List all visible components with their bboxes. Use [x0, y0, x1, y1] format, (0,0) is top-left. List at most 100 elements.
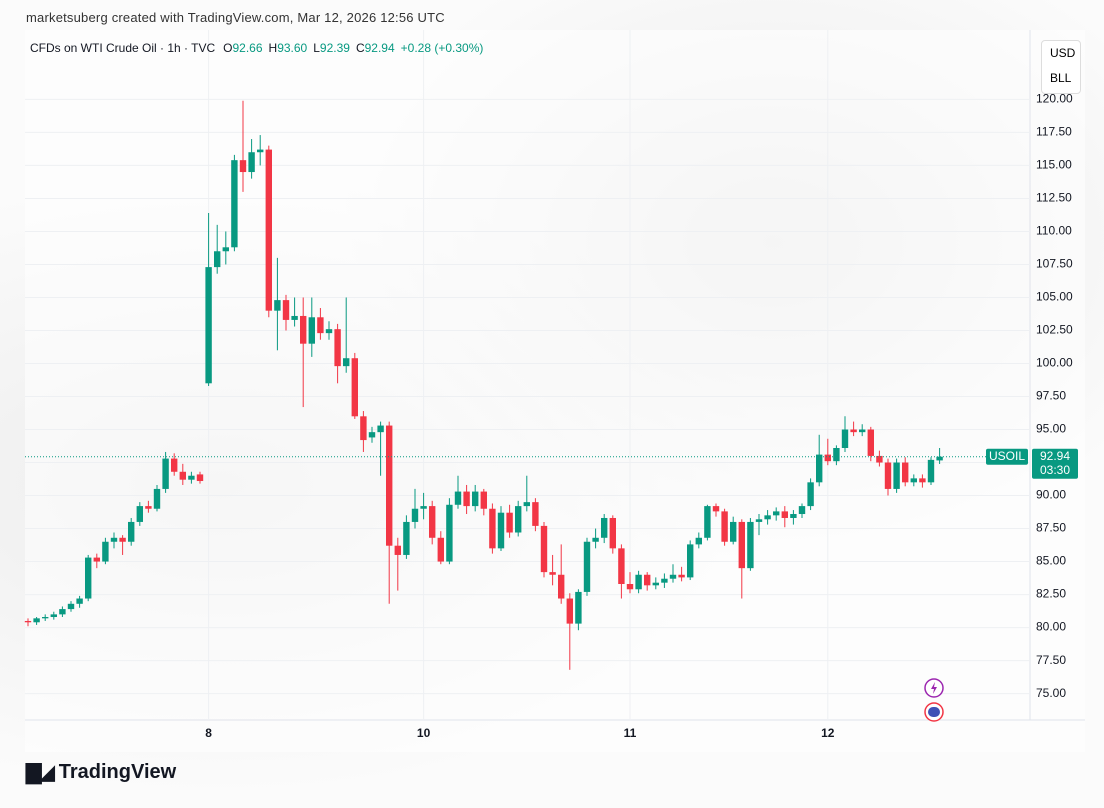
- candle-body: [153, 488, 161, 509]
- candle-body: [231, 160, 238, 248]
- y-tick-label: 97.50: [1036, 389, 1066, 403]
- y-tick-label: 115.00: [1036, 158, 1072, 172]
- candle-body: [730, 521, 737, 542]
- candle-body: [919, 478, 926, 483]
- candle-body: [816, 454, 823, 483]
- candle-body: [446, 504, 453, 562]
- candle-body: [893, 462, 900, 489]
- candle-body: [910, 478, 917, 483]
- candle-body: [325, 329, 333, 334]
- candle-body: [687, 544, 694, 578]
- candle-body: [876, 455, 883, 463]
- candle-body: [110, 537, 118, 542]
- candle-body: [833, 448, 840, 462]
- candle-body: [145, 506, 152, 509]
- candle-body: [712, 506, 720, 512]
- x-tick-label: 12: [821, 726, 835, 740]
- y-tick-label: 90.00: [1036, 488, 1066, 502]
- y-tick-label: 110.00: [1036, 224, 1072, 238]
- candle-body: [747, 521, 754, 569]
- candle-body: [661, 578, 668, 583]
- candle-body: [489, 508, 496, 549]
- candle-body: [317, 317, 324, 334]
- change: +0.28 (+0.30%): [400, 41, 484, 55]
- candle-body: [42, 617, 49, 619]
- candle-body: [222, 247, 229, 252]
- field-value: 92.66: [232, 41, 263, 55]
- y-tick-label: 112.50: [1036, 191, 1072, 205]
- candle-body: [721, 511, 728, 542]
- symbol: CFDs on WTI Crude Oil · 1h · TVC: [30, 41, 216, 55]
- candle-body: [884, 462, 892, 489]
- candle-body: [902, 462, 909, 483]
- candle-body: [377, 425, 384, 433]
- candle-body: [343, 358, 350, 367]
- candle-body: [454, 491, 462, 505]
- lightning-icon: [931, 682, 937, 694]
- candle-body: [927, 459, 935, 483]
- x-tick-label: 11: [624, 726, 637, 740]
- candle-body: [76, 598, 83, 604]
- ticker-label: USOIL: [989, 449, 1025, 463]
- candle-body: [824, 454, 831, 462]
- y-tick-label: 75.00: [1036, 686, 1066, 700]
- candle-body: [540, 525, 548, 573]
- candle-body: [936, 456, 943, 461]
- candle-body: [248, 152, 255, 173]
- candle-body: [179, 471, 186, 480]
- candle-body: [368, 432, 376, 438]
- candle-body: [429, 506, 436, 538]
- x-tick-label: 10: [417, 726, 431, 740]
- field-value: 93.60: [277, 41, 308, 55]
- brand-mark: ▇◢: [26, 762, 55, 784]
- currency: USD: [1050, 46, 1076, 60]
- candle-body: [274, 300, 281, 311]
- watermark: marketsuberg created with TradingView.co…: [26, 10, 445, 25]
- candle-body: [738, 521, 745, 569]
- candle-body: [704, 506, 711, 538]
- candle-body: [695, 537, 702, 545]
- flag-icon: [928, 707, 940, 717]
- candle-body: [360, 416, 367, 441]
- candle-body: [583, 541, 591, 592]
- candle-body: [205, 267, 212, 384]
- candle-body: [214, 251, 221, 268]
- legend: CFDs on WTI Crude Oil · 1h · TVC O92.66 H9…: [30, 41, 489, 55]
- candle-body: [420, 506, 427, 509]
- y-tick-label: 117.50: [1036, 125, 1072, 139]
- chart-pane: [25, 30, 1085, 752]
- candle-body: [618, 548, 625, 584]
- candle-body: [162, 458, 169, 489]
- candle-body: [67, 603, 75, 610]
- candle-body: [33, 618, 40, 623]
- candle-body: [764, 515, 771, 520]
- candle-body: [669, 574, 677, 579]
- price-tag-label: 92.94: [1040, 449, 1070, 463]
- unit-selector[interactable]: USD BLL: [1041, 40, 1081, 94]
- candle-body: [652, 582, 659, 586]
- candle-body: [257, 149, 264, 153]
- candle-body: [790, 514, 797, 518]
- candle-body: [867, 429, 874, 456]
- candle-body: [850, 429, 857, 433]
- candle-body: [93, 557, 100, 562]
- candle-body: [291, 315, 298, 320]
- candle-body: [601, 517, 608, 538]
- candle-body: [196, 474, 204, 482]
- countdown-label: 03:30: [1040, 463, 1070, 477]
- y-tick-label: 87.50: [1036, 521, 1066, 535]
- candle-body: [463, 491, 470, 507]
- candle-body: [85, 557, 92, 599]
- candle-body: [644, 574, 651, 586]
- candle-body: [265, 149, 272, 311]
- candle-body: [437, 537, 444, 562]
- candle-body: [841, 429, 849, 448]
- brand: ▇◢ TradingView: [26, 760, 176, 785]
- candle-body: [678, 574, 685, 578]
- ohlc-fields: O92.66 H93.60 L92.39 C92.94: [223, 41, 401, 55]
- y-tick-label: 77.50: [1036, 653, 1066, 667]
- candle-body: [480, 491, 487, 509]
- candle-body: [781, 511, 788, 518]
